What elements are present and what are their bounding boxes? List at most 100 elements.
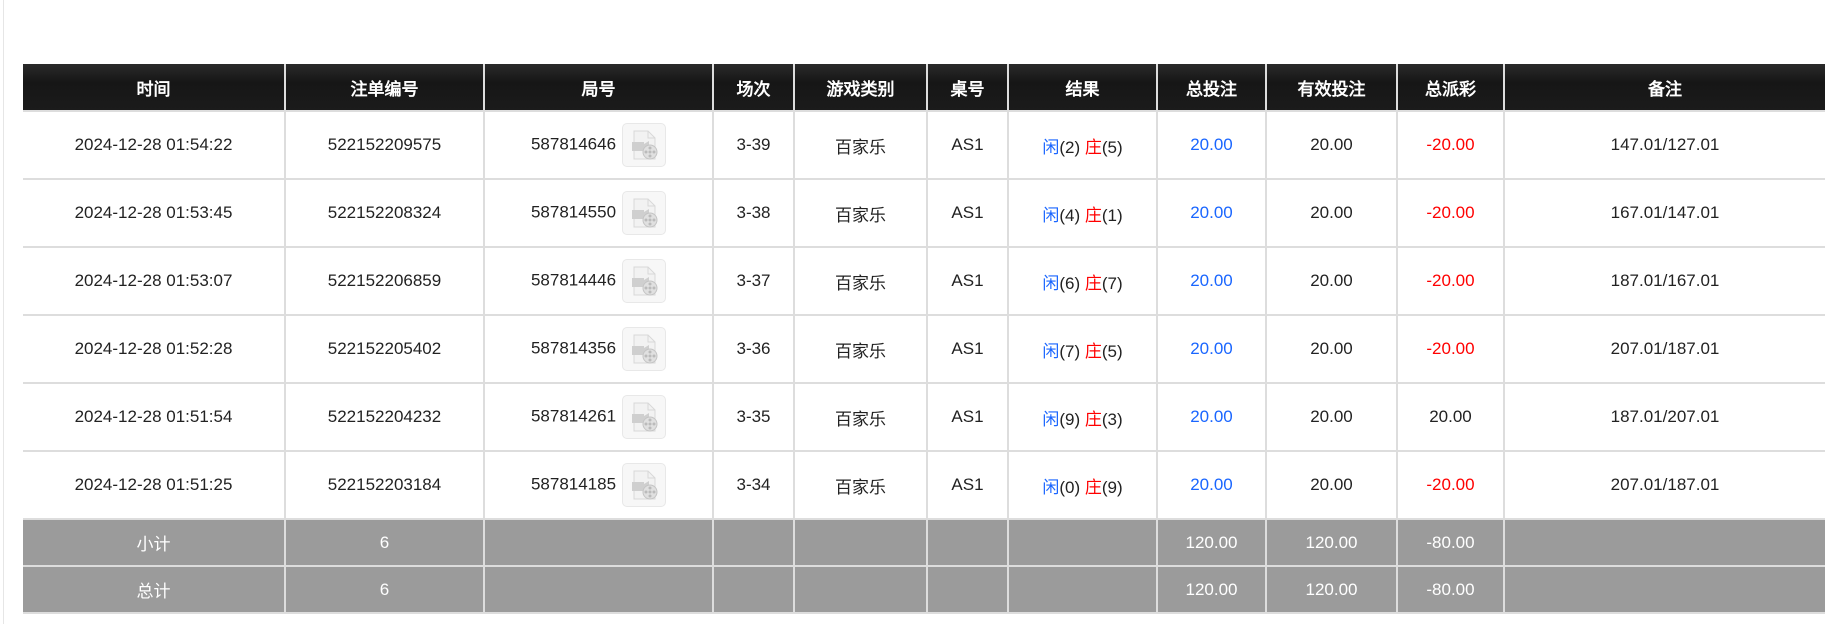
round-number: 587814356 bbox=[530, 338, 617, 358]
time-cell: 2024-12-28 01:54:22 bbox=[23, 110, 286, 180]
player-label: 闲 bbox=[1042, 137, 1060, 157]
time-cell: 2024-12-28 01:51:25 bbox=[23, 450, 286, 520]
video-replay-icon[interactable] bbox=[622, 123, 667, 167]
empty-cell bbox=[793, 518, 928, 567]
game-type-cell: 百家乐 bbox=[793, 110, 928, 180]
round-number: 587814185 bbox=[530, 474, 617, 494]
valid-bet-cell: 20.00 bbox=[1265, 450, 1398, 520]
table-header-row: 时间 注单编号 局号 场次 游戏类别 桌号 结果 总投注 有效投注 总派彩 备注 bbox=[23, 64, 1825, 111]
empty-cell bbox=[926, 518, 1009, 567]
total-bet-cell: 20.00 bbox=[1156, 382, 1267, 452]
valid-bet-cell: 20.00 bbox=[1265, 246, 1398, 316]
column-header-result[interactable]: 结果 bbox=[1007, 64, 1158, 111]
column-header-game-type[interactable]: 游戏类别 bbox=[793, 64, 928, 111]
banker-score: (1) bbox=[1101, 205, 1123, 225]
round-cell: 587814261 bbox=[483, 382, 714, 452]
bet-id-cell: 522152208324 bbox=[284, 178, 485, 248]
player-label: 闲 bbox=[1042, 273, 1060, 293]
empty-cell bbox=[483, 565, 714, 614]
bet-records-table: 时间 注单编号 局号 场次 游戏类别 桌号 结果 总投注 有效投注 总派彩 备注 2024-12-2… bbox=[23, 64, 1825, 614]
table-no-cell: AS1 bbox=[926, 110, 1009, 180]
bet-id-cell: 522152204232 bbox=[284, 382, 485, 452]
round-number: 587814646 bbox=[530, 134, 617, 154]
valid-bet-cell: 20.00 bbox=[1265, 178, 1398, 248]
column-header-time[interactable]: 时间 bbox=[23, 64, 286, 111]
session-cell: 3-34 bbox=[712, 450, 795, 520]
result-cell: 闲(6) 庄(7) bbox=[1007, 246, 1158, 316]
time-cell: 2024-12-28 01:53:45 bbox=[23, 178, 286, 248]
result-cell: 闲(2) 庄(5) bbox=[1007, 110, 1158, 180]
banker-score: (3) bbox=[1101, 409, 1123, 429]
payout-cell: -20.00 bbox=[1396, 178, 1505, 248]
table-row: 2024-12-28 01:51:54 522152204232 587814261… bbox=[23, 382, 1825, 452]
total-bet-cell: 20.00 bbox=[1156, 450, 1267, 520]
summary-valid-bet: 120.00 bbox=[1265, 565, 1398, 614]
column-header-valid-bet[interactable]: 有效投注 bbox=[1265, 64, 1398, 111]
video-replay-icon[interactable] bbox=[622, 463, 667, 507]
banker-label: 庄 bbox=[1084, 137, 1102, 157]
payout-cell: -20.00 bbox=[1396, 110, 1505, 180]
summary-total-bet: 120.00 bbox=[1156, 565, 1267, 614]
video-replay-icon[interactable] bbox=[622, 327, 667, 371]
game-type-cell: 百家乐 bbox=[793, 450, 928, 520]
column-header-table-no[interactable]: 桌号 bbox=[926, 64, 1009, 111]
time-cell: 2024-12-28 01:53:07 bbox=[23, 246, 286, 316]
remark-cell: 167.01/147.01 bbox=[1503, 178, 1825, 248]
empty-cell bbox=[926, 565, 1009, 614]
empty-cell bbox=[1503, 518, 1825, 567]
result-cell: 闲(7) 庄(5) bbox=[1007, 314, 1158, 384]
payout-cell: -20.00 bbox=[1396, 246, 1505, 316]
banker-score: (5) bbox=[1101, 137, 1123, 157]
summary-count: 6 bbox=[284, 518, 485, 567]
player-score: (7) bbox=[1059, 341, 1081, 361]
round-number: 587814550 bbox=[530, 202, 617, 222]
table-no-cell: AS1 bbox=[926, 450, 1009, 520]
video-replay-icon[interactable] bbox=[622, 395, 667, 439]
column-header-remark[interactable]: 备注 bbox=[1503, 64, 1825, 111]
column-header-total-bet[interactable]: 总投注 bbox=[1156, 64, 1267, 111]
total-bet-cell: 20.00 bbox=[1156, 110, 1267, 180]
column-header-session[interactable]: 场次 bbox=[712, 64, 795, 111]
total-bet-cell: 20.00 bbox=[1156, 246, 1267, 316]
column-header-round[interactable]: 局号 bbox=[483, 64, 714, 111]
round-cell: 587814185 bbox=[483, 450, 714, 520]
subtotal-row: 小计 6 120.00 120.00 -80.00 bbox=[23, 518, 1825, 567]
banker-score: (5) bbox=[1101, 341, 1123, 361]
player-score: (9) bbox=[1059, 409, 1081, 429]
player-label: 闲 bbox=[1042, 477, 1060, 497]
remark-cell: 207.01/187.01 bbox=[1503, 314, 1825, 384]
time-cell: 2024-12-28 01:51:54 bbox=[23, 382, 286, 452]
payout-cell: -20.00 bbox=[1396, 314, 1505, 384]
remark-cell: 147.01/127.01 bbox=[1503, 110, 1825, 180]
banker-label: 庄 bbox=[1084, 477, 1102, 497]
session-cell: 3-36 bbox=[712, 314, 795, 384]
column-header-bet-id[interactable]: 注单编号 bbox=[284, 64, 485, 111]
bet-id-cell: 522152206859 bbox=[284, 246, 485, 316]
game-type-cell: 百家乐 bbox=[793, 178, 928, 248]
video-replay-icon[interactable] bbox=[622, 259, 667, 303]
summary-total-bet: 120.00 bbox=[1156, 518, 1267, 567]
total-bet-cell: 20.00 bbox=[1156, 314, 1267, 384]
table-row: 2024-12-28 01:51:25 522152203184 587814185… bbox=[23, 450, 1825, 520]
summary-label: 小计 bbox=[23, 518, 286, 567]
banker-label: 庄 bbox=[1084, 409, 1102, 429]
remark-cell: 187.01/207.01 bbox=[1503, 382, 1825, 452]
valid-bet-cell: 20.00 bbox=[1265, 314, 1398, 384]
player-score: (6) bbox=[1059, 273, 1081, 293]
empty-cell bbox=[793, 565, 928, 614]
remark-cell: 187.01/167.01 bbox=[1503, 246, 1825, 316]
result-cell: 闲(4) 庄(1) bbox=[1007, 178, 1158, 248]
session-cell: 3-38 bbox=[712, 178, 795, 248]
empty-cell bbox=[483, 518, 714, 567]
table-no-cell: AS1 bbox=[926, 246, 1009, 316]
session-cell: 3-37 bbox=[712, 246, 795, 316]
summary-payout: -80.00 bbox=[1396, 565, 1505, 614]
session-cell: 3-35 bbox=[712, 382, 795, 452]
payout-cell: -20.00 bbox=[1396, 450, 1505, 520]
game-type-cell: 百家乐 bbox=[793, 382, 928, 452]
empty-cell bbox=[1007, 518, 1158, 567]
video-replay-icon[interactable] bbox=[622, 191, 667, 235]
column-header-total-payout[interactable]: 总派彩 bbox=[1396, 64, 1505, 111]
summary-count: 6 bbox=[284, 565, 485, 614]
summary-valid-bet: 120.00 bbox=[1265, 518, 1398, 567]
